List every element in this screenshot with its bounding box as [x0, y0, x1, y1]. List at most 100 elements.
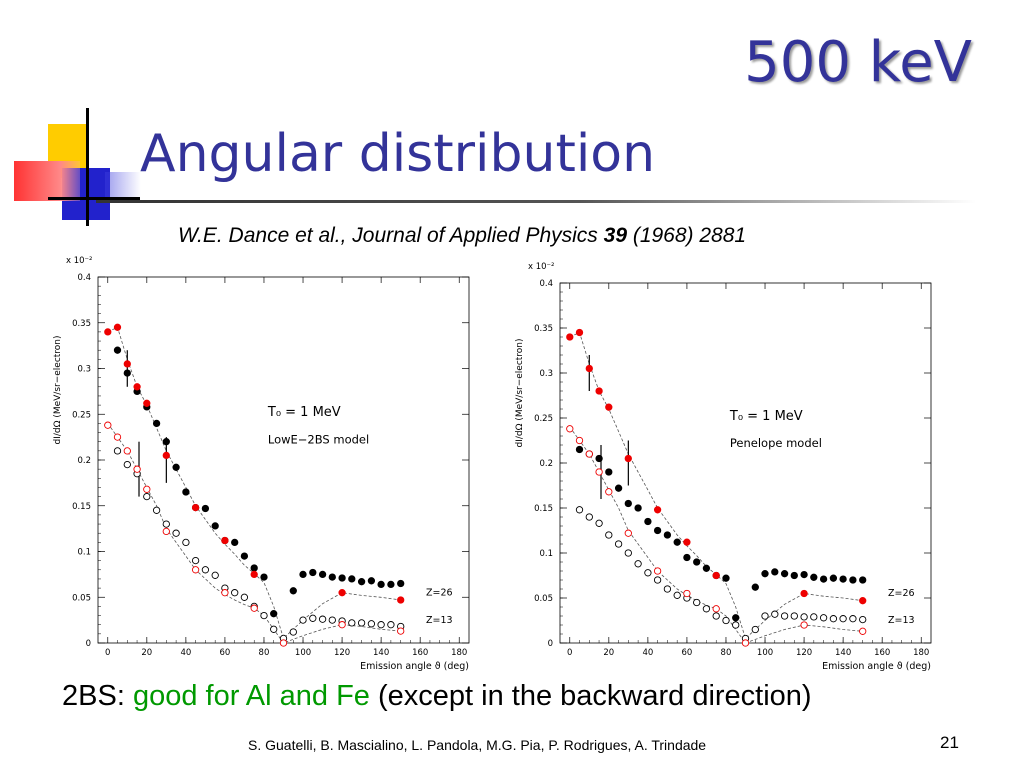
data-point-filled-black — [289, 587, 297, 595]
curve-label: Z=26 — [426, 587, 453, 598]
data-point-filled-black — [780, 570, 789, 578]
data-point-open-red — [859, 627, 867, 635]
energy-annotation: T₀ = 1 MeV — [267, 405, 341, 420]
data-point-open-black — [790, 612, 798, 620]
data-point-filled-black — [722, 574, 730, 582]
x-axis-label: Emission angle ϑ (deg) — [822, 661, 931, 672]
data-point-open-red — [279, 639, 288, 647]
data-point-open-red — [683, 589, 691, 598]
data-point-filled-black — [644, 517, 652, 526]
data-point-filled-black — [595, 454, 603, 463]
data-point-filled-black — [839, 575, 847, 583]
data-point-filled-black — [771, 568, 779, 576]
y-tick-label: 0.2 — [539, 459, 553, 469]
y-tick-label: 0.2 — [77, 456, 91, 466]
data-point-filled-black — [624, 499, 632, 508]
data-point-open-red — [575, 436, 584, 445]
data-point-open-black — [387, 621, 395, 629]
x-tick-label: 180 — [913, 648, 929, 658]
data-point-filled-black — [634, 504, 642, 512]
data-point-filled-black — [800, 570, 808, 579]
y-axis-label: dI/dΩ (MeV/sr−electron) — [53, 335, 63, 444]
data-point-filled-black — [211, 522, 219, 530]
slide-energy-title: 500 keV — [744, 30, 972, 95]
data-point-open-black — [201, 566, 210, 574]
data-point-filled-red — [605, 403, 613, 411]
data-point-open-black — [113, 447, 122, 455]
data-point-open-black — [299, 616, 307, 624]
y-tick-label: 0.25 — [72, 410, 91, 420]
data-point-open-black — [240, 593, 249, 601]
data-point-open-black — [732, 621, 740, 629]
title-divider — [96, 200, 976, 203]
y-tick-label: 0.05 — [72, 593, 91, 603]
x-tick-label: 180 — [451, 648, 467, 658]
x-tick-label: 160 — [874, 648, 890, 658]
data-point-filled-black — [348, 575, 356, 583]
data-point-filled-black — [653, 526, 662, 535]
data-point-filled-red — [338, 589, 346, 597]
exponent-label: x 10⁻² — [66, 256, 92, 266]
data-point-open-red — [566, 425, 574, 433]
data-point-filled-black — [299, 570, 307, 579]
data-point-filled-red — [575, 328, 584, 337]
data-point-open-black — [644, 569, 652, 577]
citation-authors: W.E. Dance et al., Journal of Applied Ph… — [178, 224, 604, 247]
data-point-filled-black — [614, 484, 623, 492]
chart-penelope: 0 20 40 60 80 100 120 140 160 180 0 0.05 0.1 0.15 0.2 0… — [515, 262, 932, 672]
data-point-open-red — [712, 605, 720, 613]
logo-red-bar — [14, 161, 80, 201]
y-tick-label: 0.15 — [72, 502, 91, 512]
curve-label: Z=13 — [426, 615, 453, 626]
model-annotation: LowE−2BS model — [268, 433, 369, 447]
data-point-filled-black — [123, 369, 131, 377]
slide-title: Angular distribution — [140, 124, 656, 184]
data-point-open-black — [829, 615, 838, 623]
data-point-open-black — [260, 611, 268, 620]
data-point-open-black — [231, 589, 239, 597]
exponent-label: x 10⁻² — [528, 262, 554, 272]
summary-highlight: good for Al and Fe — [132, 680, 370, 712]
data-point-open-black — [211, 571, 219, 579]
data-point-open-red — [143, 485, 151, 493]
theory-curve — [107, 326, 401, 640]
data-point-open-red — [162, 527, 170, 536]
x-tick-label: 120 — [334, 648, 350, 658]
data-point-filled-red — [595, 387, 603, 395]
x-tick-label: 40 — [642, 648, 653, 658]
y-tick-label: 0.4 — [77, 273, 91, 283]
x-tick-label: 100 — [757, 648, 773, 658]
data-point-filled-red — [800, 589, 808, 598]
data-point-filled-red — [397, 596, 405, 604]
data-point-open-black — [348, 619, 356, 627]
data-point-filled-black — [231, 538, 239, 547]
footer-authors: S. Guatelli, B. Mascialino, L. Pandola, … — [248, 737, 707, 753]
y-tick-label: 0.25 — [534, 414, 553, 424]
data-point-filled-red — [123, 360, 131, 368]
data-point-open-red — [397, 627, 405, 635]
x-tick-label: 0 — [105, 648, 110, 658]
data-point-filled-black — [387, 580, 395, 589]
data-point-filled-black — [152, 419, 161, 428]
model-annotation: Penelope model — [730, 436, 822, 450]
summary-text: 2BS: good for Al and Fe (except in the b… — [62, 680, 812, 713]
data-point-filled-black — [859, 576, 867, 584]
y-tick-label: 0.3 — [77, 365, 91, 375]
x-tick-label: 20 — [603, 648, 614, 658]
x-tick-label: 20 — [141, 648, 152, 658]
y-tick-label: 0.3 — [539, 369, 553, 379]
data-point-filled-black — [761, 570, 769, 578]
data-point-open-red — [133, 465, 141, 473]
x-tick-label: 140 — [835, 648, 851, 658]
logo-vertical-line — [86, 108, 89, 226]
data-point-open-black — [289, 628, 297, 636]
x-tick-label: 80 — [259, 648, 270, 658]
data-point-filled-red — [712, 571, 720, 580]
curve-label: Z=13 — [888, 615, 915, 626]
x-tick-label: 160 — [412, 648, 428, 658]
data-point-open-black — [751, 625, 759, 634]
data-point-open-black — [318, 615, 327, 623]
chart-lowe-2bs: 0 20 40 60 80 100 120 140 160 180 0 0.05 0.1 0.15 0.2 0… — [53, 256, 470, 672]
data-point-open-black — [162, 520, 170, 528]
data-point-filled-black — [182, 488, 190, 496]
